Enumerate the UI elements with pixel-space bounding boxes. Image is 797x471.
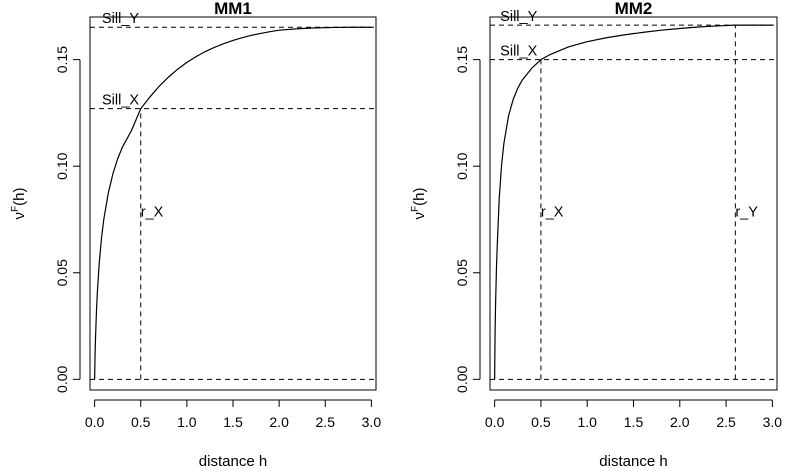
panel-mm1: MM1 0.0 0.5 1.0 1.5 2.0 2.5 3.0 distance h 0.00 0.… (10, 0, 381, 470)
y-tick-label: 0.00 (454, 366, 470, 393)
x-tick-label: 1.5 (223, 414, 243, 430)
x-tick-label: 0.0 (485, 414, 505, 430)
y-tick-label: 0.15 (454, 46, 470, 73)
x-tick-label: 1.5 (624, 414, 644, 430)
annotation-sill-y: Sill_Y (500, 9, 537, 25)
x-tick-label: 3.0 (362, 414, 382, 430)
annotation-sill-x: Sill_X (102, 93, 139, 109)
annotation-r-x: r_X (141, 205, 164, 221)
x-tick-label: 2.0 (670, 414, 690, 430)
y-axis-title: νF(h) (10, 188, 28, 220)
plot-frame (89, 16, 377, 391)
chart-title: MM1 (214, 0, 252, 18)
x-axis-title: distance h (199, 453, 267, 470)
y-tick-label: 0.10 (454, 152, 470, 179)
series-line-variogram (94, 26, 372, 380)
x-tick-label: 3.0 (763, 414, 783, 430)
x-tick-label: 2.5 (316, 414, 336, 430)
annotation-sill-x: Sill_X (500, 44, 537, 60)
x-tick-label: 1.0 (177, 414, 197, 430)
series-line-variogram (494, 24, 773, 380)
annotation-r-y: r_Y (735, 205, 758, 221)
y-tick-label: 0.05 (454, 259, 470, 286)
y-tick-label: 0.10 (54, 152, 70, 179)
x-tick-label: 0.5 (131, 414, 151, 430)
panel-mm2: MM2 0.0 0.5 1.0 1.5 2.0 2.5 3.0 distance h 0.00 0.… (410, 0, 782, 470)
annotation-r-x: r_X (541, 205, 564, 221)
x-tick-label: 2.5 (716, 414, 736, 430)
annotation-sill-y: Sill_Y (102, 11, 139, 27)
x-tick-label: 1.0 (577, 414, 597, 430)
y-tick-label: 0.00 (54, 366, 70, 393)
x-tick-label: 0.5 (531, 414, 551, 430)
y-tick-label: 0.05 (54, 259, 70, 286)
x-tick-label: 0.0 (85, 414, 105, 430)
plot-frame (489, 16, 778, 391)
x-tick-label: 2.0 (269, 414, 289, 430)
x-axis-title: distance h (599, 453, 667, 470)
y-axis-title: νF(h) (410, 188, 428, 220)
y-tick-label: 0.15 (54, 46, 70, 73)
chart-title: MM2 (615, 0, 653, 18)
